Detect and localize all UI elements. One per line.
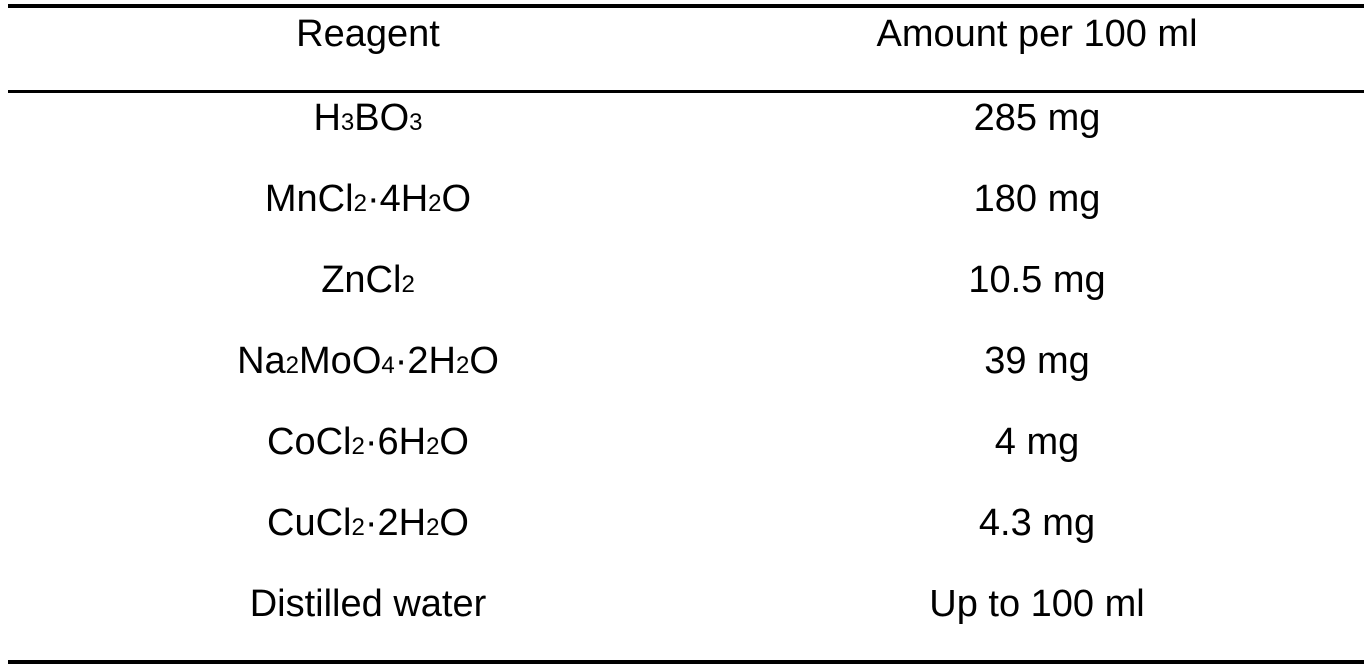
table-cell-reagent: MnCl2·4H2O [264,178,472,220]
table-cell-reagent: Na2MoO4·2H2O [237,340,499,382]
header-reagent: Reagent [296,13,440,55]
table-cell-reagent: H3BO3 [313,97,423,139]
table-cell-amount: 180 mg [973,178,1101,220]
table-cell-amount: 39 mg [984,340,1090,382]
table-cell-reagent: ZnCl2 [321,259,415,301]
table-cell-amount: 4 mg [994,421,1080,463]
table-top-rule [8,4,1364,8]
table-cell-amount: 10.5 mg [968,259,1106,301]
header-rule [8,90,1364,93]
table-cell-amount: Up to 100 ml [929,583,1145,625]
table-cell-reagent: CuCl2·2H2O [267,502,469,544]
table-bottom-rule [8,660,1364,664]
table-cell-reagent: CoCl2·6H2O [267,421,469,463]
table-cell-reagent: Distilled water [249,583,487,625]
table-cell-amount: 4.3 mg [978,502,1096,544]
table-cell-amount: 285 mg [973,97,1101,139]
header-amount: Amount per 100 ml [876,13,1198,55]
